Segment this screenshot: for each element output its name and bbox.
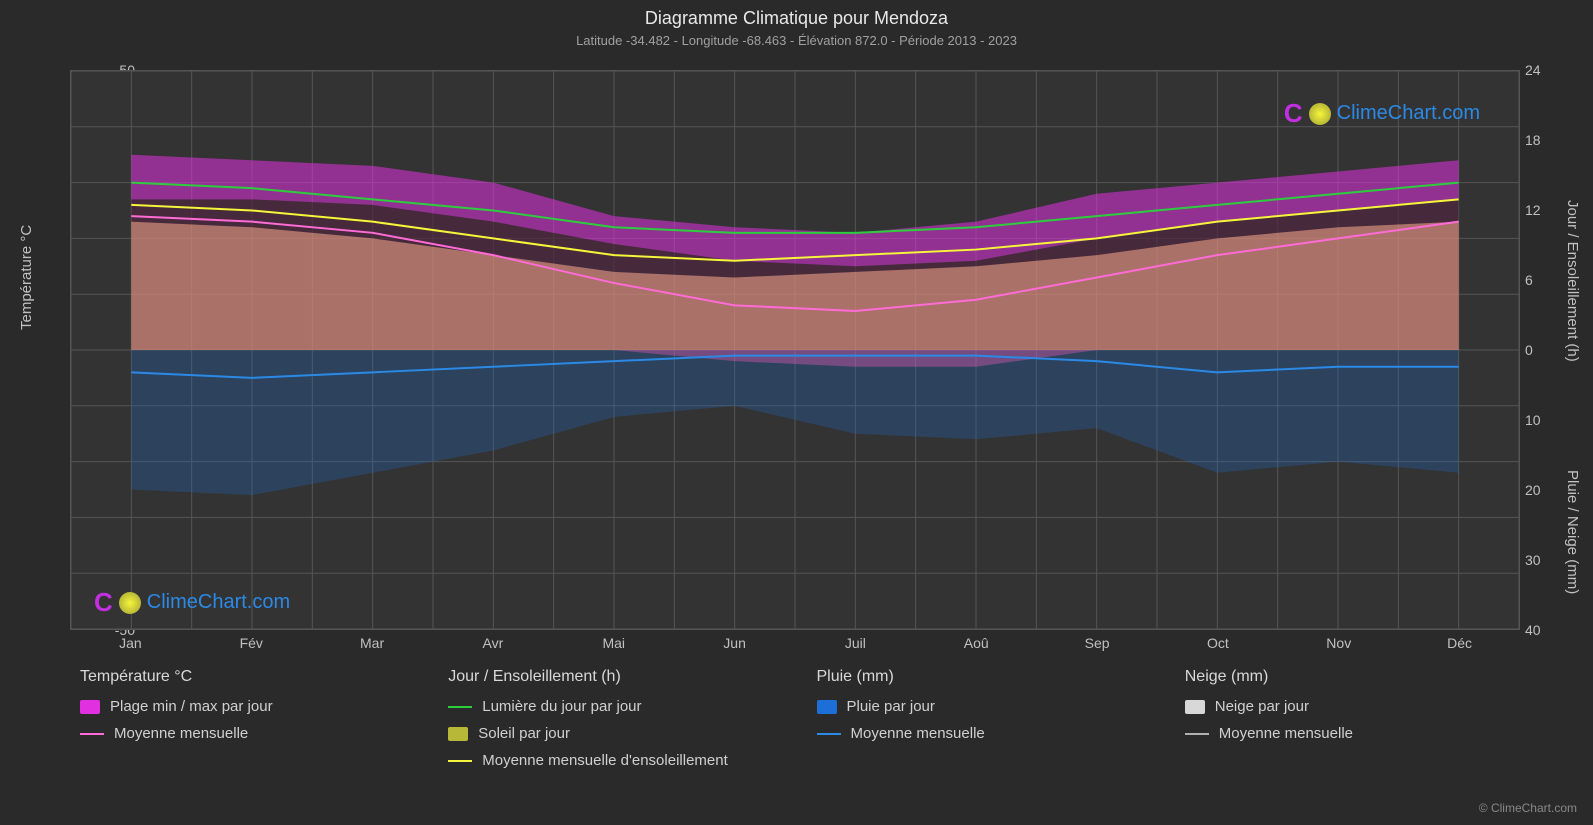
- copyright: © ClimeChart.com: [1479, 801, 1577, 815]
- legend-item: Moyenne mensuelle: [80, 725, 428, 742]
- legend-heading: Température °C: [80, 668, 428, 686]
- xtick-month: Mai: [574, 635, 654, 651]
- ytick-right: 40: [1525, 622, 1565, 638]
- legend-item: Moyenne mensuelle d'ensoleillement: [448, 752, 796, 769]
- legend-label: Moyenne mensuelle d'ensoleillement: [482, 752, 728, 769]
- legend-swatch: [80, 733, 104, 735]
- legend-heading: Jour / Ensoleillement (h): [448, 668, 796, 686]
- chart-subtitle: Latitude -34.482 - Longitude -68.463 - É…: [0, 29, 1593, 48]
- xtick-month: Oct: [1178, 635, 1258, 651]
- legend-swatch: [448, 727, 468, 741]
- legend-swatch: [448, 760, 472, 762]
- y-axis-left-label: Température °C: [18, 225, 35, 330]
- xtick-month: Jun: [695, 635, 775, 651]
- y-axis-right-top-label: Jour / Ensoleillement (h): [1564, 200, 1581, 362]
- legend-swatch: [817, 700, 837, 714]
- chart-area: C ClimeChart.com C ClimeChart.com: [70, 70, 1520, 630]
- ytick-right: 18: [1525, 132, 1565, 148]
- legend-label: Pluie par jour: [847, 698, 935, 715]
- legend-label: Soleil par jour: [478, 725, 570, 742]
- ytick-right: 20: [1525, 482, 1565, 498]
- legend-label: Neige par jour: [1215, 698, 1309, 715]
- legend-item: Neige par jour: [1185, 698, 1533, 715]
- xtick-month: Jan: [90, 635, 170, 651]
- ytick-right: 0: [1525, 342, 1565, 358]
- legend-heading: Pluie (mm): [817, 668, 1165, 686]
- legend-label: Moyenne mensuelle: [1219, 725, 1353, 742]
- legend-label: Lumière du jour par jour: [482, 698, 641, 715]
- legend-swatch: [1185, 700, 1205, 714]
- legend-group: Jour / Ensoleillement (h) Lumière du jour…: [448, 668, 796, 769]
- legend-label: Plage min / max par jour: [110, 698, 273, 715]
- legend-item: Moyenne mensuelle: [817, 725, 1165, 742]
- legend-item: Pluie par jour: [817, 698, 1165, 715]
- legend-swatch: [448, 706, 472, 708]
- xtick-month: Avr: [453, 635, 533, 651]
- chart-title: Diagramme Climatique pour Mendoza: [0, 0, 1593, 29]
- legend-swatch: [80, 700, 100, 714]
- ytick-right: 12: [1525, 202, 1565, 218]
- legend-swatch: [817, 733, 841, 735]
- legend-item: Plage min / max par jour: [80, 698, 428, 715]
- legend-item: Soleil par jour: [448, 725, 796, 742]
- xtick-month: Sep: [1057, 635, 1137, 651]
- plot-svg: [70, 70, 1520, 630]
- xtick-month: Nov: [1299, 635, 1379, 651]
- ytick-right: 10: [1525, 412, 1565, 428]
- legend-item: Moyenne mensuelle: [1185, 725, 1533, 742]
- xtick-month: Mar: [332, 635, 412, 651]
- y-axis-right-bot-label: Pluie / Neige (mm): [1564, 470, 1581, 594]
- ytick-right: 30: [1525, 552, 1565, 568]
- xtick-month: Juil: [815, 635, 895, 651]
- ytick-right: 6: [1525, 272, 1565, 288]
- legend: Température °C Plage min / max par jour Mo…: [80, 668, 1533, 769]
- legend-swatch: [1185, 733, 1209, 735]
- xtick-month: Déc: [1420, 635, 1500, 651]
- xtick-month: Aoû: [936, 635, 1016, 651]
- legend-group: Neige (mm) Neige par jour Moyenne mensuell…: [1185, 668, 1533, 769]
- legend-group: Pluie (mm) Pluie par jour Moyenne mensuell…: [817, 668, 1165, 769]
- legend-label: Moyenne mensuelle: [114, 725, 248, 742]
- legend-item: Lumière du jour par jour: [448, 698, 796, 715]
- legend-group: Température °C Plage min / max par jour Mo…: [80, 668, 428, 769]
- ytick-right: 24: [1525, 62, 1565, 78]
- legend-heading: Neige (mm): [1185, 668, 1533, 686]
- legend-label: Moyenne mensuelle: [851, 725, 985, 742]
- xtick-month: Fév: [211, 635, 291, 651]
